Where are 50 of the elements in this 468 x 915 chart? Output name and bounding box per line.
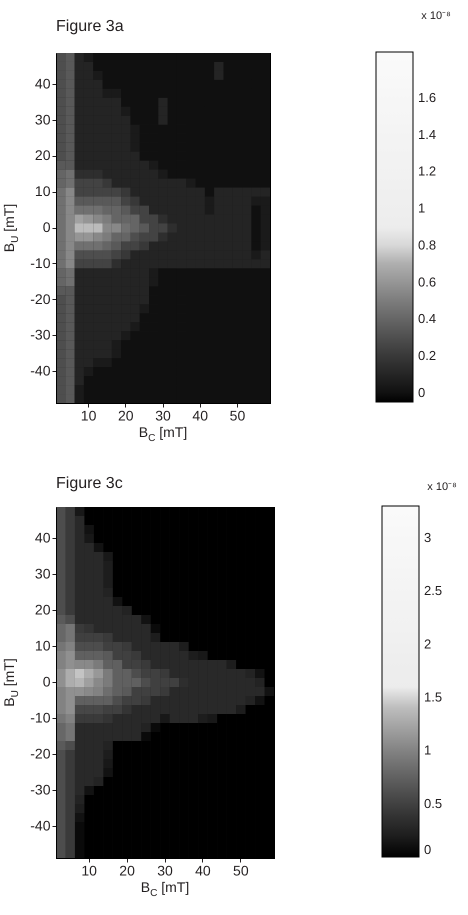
x-tick-label: 40 bbox=[192, 408, 208, 424]
x-tick-label: 10 bbox=[80, 408, 97, 424]
y-tick-label: -40 bbox=[30, 362, 51, 379]
x-tick-label: 20 bbox=[118, 408, 134, 424]
color-bar-label: 0.2 bbox=[418, 348, 436, 363]
y-tick-label: 40 bbox=[34, 530, 51, 546]
x-tick-label: 30 bbox=[155, 408, 171, 424]
color-bar-label: 1.5 bbox=[424, 689, 442, 704]
color-bar-label: 1.4 bbox=[418, 126, 436, 142]
y-tick-label: -10 bbox=[30, 710, 51, 726]
color-bar-label: 2 bbox=[424, 636, 432, 652]
x-tick-label: 50 bbox=[230, 408, 246, 424]
y-tick-label: -30 bbox=[30, 782, 51, 798]
y-tick-label: 10 bbox=[34, 638, 51, 654]
y-axis-title: BU [mT] bbox=[1, 658, 21, 707]
color-bar-title: x 10⁻⁸ bbox=[427, 481, 457, 493]
color-bar-label: 3 bbox=[424, 530, 432, 545]
color-bar-label: 1.2 bbox=[418, 164, 436, 179]
y-tick-label: 40 bbox=[34, 75, 51, 92]
color-bar-label: 0.4 bbox=[418, 311, 436, 326]
chart-title: Figure 3c bbox=[56, 475, 123, 492]
color-bar-label: 1 bbox=[424, 742, 432, 758]
color-bar-label: 1 bbox=[418, 200, 426, 216]
color-bar-label: 0 bbox=[418, 384, 426, 400]
x-tick-label: 10 bbox=[81, 862, 98, 878]
y-tick-label: -20 bbox=[30, 746, 51, 762]
y-tick-label: -10 bbox=[30, 254, 51, 271]
y-tick-label: 20 bbox=[34, 147, 51, 164]
y-tick-label: -20 bbox=[30, 290, 51, 307]
x-tick-label: 50 bbox=[233, 862, 249, 878]
color-bar-label: 2.5 bbox=[424, 583, 442, 598]
y-tick-label: 0 bbox=[42, 219, 51, 235]
y-tick-label: 30 bbox=[34, 111, 51, 128]
x-tick-label: 30 bbox=[157, 862, 173, 878]
y-tick-label: -30 bbox=[30, 326, 51, 343]
color-bar-label: 0 bbox=[424, 842, 432, 857]
y-axis-title: BU [mT] bbox=[1, 204, 21, 252]
color-bar-label: 0.6 bbox=[418, 274, 436, 290]
y-tick-label: 30 bbox=[34, 566, 51, 582]
chart-title: Figure 3a bbox=[56, 18, 124, 35]
x-tick-label: 20 bbox=[119, 862, 136, 878]
color-bar-label: 1.6 bbox=[418, 90, 436, 106]
y-tick-label: 0 bbox=[42, 674, 51, 690]
color-bar-title: x 10⁻⁸ bbox=[421, 10, 451, 22]
x-tick-label: 40 bbox=[195, 862, 211, 878]
y-tick-label: -40 bbox=[30, 818, 51, 834]
y-tick-label: 10 bbox=[34, 183, 51, 200]
y-tick-label: 20 bbox=[34, 602, 51, 618]
color-bar-label: 0.5 bbox=[424, 796, 442, 811]
color-bar-label: 0.8 bbox=[418, 237, 436, 252]
